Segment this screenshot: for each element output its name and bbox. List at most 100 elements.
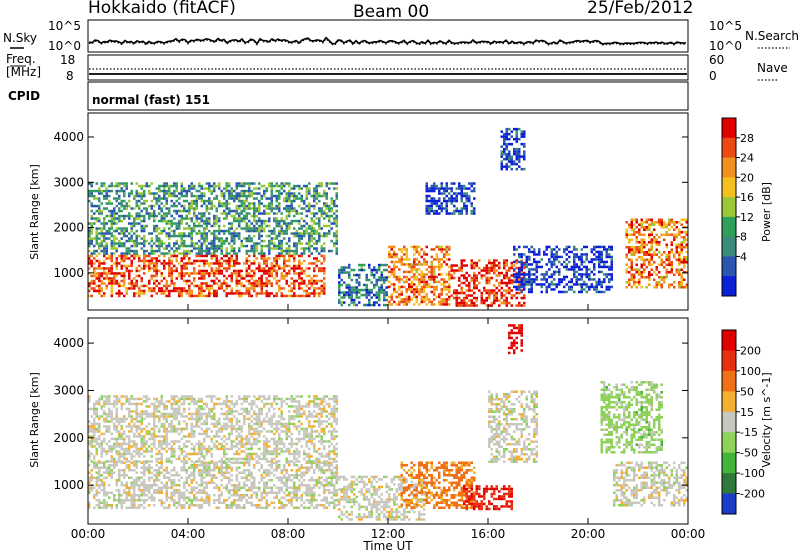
power-cell bbox=[643, 263, 646, 266]
velocity-cell bbox=[188, 476, 191, 479]
power-cell bbox=[315, 274, 318, 278]
power-cell bbox=[153, 229, 156, 233]
power-cell bbox=[450, 276, 453, 280]
power-cell bbox=[203, 242, 206, 245]
power-cell bbox=[283, 259, 286, 263]
power-cell bbox=[155, 239, 158, 243]
power-cell bbox=[565, 258, 568, 261]
power-cell bbox=[668, 251, 671, 254]
power-cell bbox=[215, 237, 218, 240]
power-cell bbox=[215, 194, 218, 198]
power-cell bbox=[105, 197, 108, 200]
power-cell bbox=[455, 269, 458, 272]
power-cell bbox=[440, 202, 443, 205]
power-cell bbox=[433, 270, 436, 274]
power-cell bbox=[343, 293, 346, 297]
power-cell bbox=[605, 248, 608, 251]
velocity-cell bbox=[208, 464, 211, 467]
power-cell bbox=[155, 274, 158, 278]
velocity-cell bbox=[165, 476, 168, 479]
power-cell bbox=[313, 294, 316, 298]
power-cell bbox=[310, 284, 313, 288]
power-cell bbox=[110, 202, 113, 205]
velocity-cell bbox=[165, 466, 168, 469]
power-cell bbox=[433, 189, 436, 193]
power-cell bbox=[448, 199, 451, 203]
power-cell bbox=[470, 299, 473, 302]
power-cell bbox=[178, 272, 181, 275]
power-cell bbox=[438, 199, 441, 203]
power-cell bbox=[310, 244, 313, 248]
power-cell bbox=[208, 274, 211, 278]
power-cell bbox=[103, 232, 106, 235]
power-cell bbox=[265, 212, 268, 215]
power-cell bbox=[473, 281, 476, 285]
power-cell bbox=[355, 293, 358, 297]
power-cell bbox=[585, 268, 588, 271]
power-cell bbox=[395, 295, 398, 299]
velocity-cell bbox=[220, 461, 223, 464]
power-cell bbox=[155, 199, 158, 203]
power-cell bbox=[645, 228, 648, 231]
power-cell bbox=[658, 243, 661, 246]
power-cell bbox=[223, 289, 226, 293]
power-cell bbox=[493, 264, 496, 267]
velocity-cell bbox=[158, 486, 161, 489]
power-cell bbox=[175, 239, 178, 243]
power-cell bbox=[108, 184, 111, 188]
power-cell bbox=[150, 259, 153, 263]
power-cell bbox=[245, 267, 248, 270]
power-cell bbox=[288, 254, 291, 258]
power-cell bbox=[123, 274, 126, 278]
power-cell bbox=[225, 182, 228, 185]
power-cell bbox=[148, 232, 151, 235]
power-cell bbox=[435, 209, 438, 213]
power-cell bbox=[420, 290, 423, 294]
power-cell bbox=[673, 253, 676, 256]
power-cell bbox=[448, 187, 451, 190]
power-cell bbox=[313, 242, 316, 245]
power-cell bbox=[323, 204, 326, 208]
power-cell bbox=[635, 226, 638, 229]
velocity-cell bbox=[163, 469, 166, 472]
power-cell bbox=[183, 267, 186, 270]
power-cell bbox=[273, 264, 276, 268]
power-cell bbox=[655, 266, 658, 269]
velocity-cell bbox=[148, 476, 151, 479]
power-cell bbox=[273, 212, 276, 215]
power-cell bbox=[213, 242, 216, 245]
power-cell bbox=[205, 269, 208, 273]
power-cell bbox=[425, 263, 428, 266]
power-cell bbox=[278, 222, 281, 225]
velocity-cell bbox=[218, 501, 221, 504]
power-cell bbox=[175, 269, 178, 273]
power-cell bbox=[303, 279, 306, 283]
power-cell bbox=[448, 273, 451, 276]
velocity-cell bbox=[110, 504, 113, 507]
power-cell bbox=[528, 258, 531, 261]
power-cell bbox=[485, 279, 488, 282]
velocity-cell bbox=[158, 491, 161, 494]
power-cell bbox=[450, 199, 453, 203]
power-cell bbox=[108, 272, 111, 275]
power-cell bbox=[670, 233, 673, 236]
velocity-cell bbox=[205, 461, 208, 464]
power-cell bbox=[263, 209, 266, 213]
power-cell bbox=[248, 282, 251, 285]
power-cell bbox=[190, 184, 193, 188]
power-cell bbox=[225, 249, 228, 253]
velocity-cell bbox=[130, 476, 133, 479]
power-cell bbox=[98, 272, 101, 275]
velocity-cell bbox=[220, 466, 223, 469]
power-cell bbox=[323, 289, 326, 293]
power-cell bbox=[215, 272, 218, 275]
power-cell bbox=[608, 248, 611, 251]
power-cell bbox=[128, 199, 131, 203]
power-cell bbox=[388, 270, 391, 274]
power-cell bbox=[220, 229, 223, 233]
power-cell bbox=[240, 184, 243, 188]
power-cell bbox=[203, 227, 206, 230]
power-cell bbox=[275, 264, 278, 268]
power-cell bbox=[363, 303, 366, 307]
velocity-cell bbox=[208, 481, 211, 484]
